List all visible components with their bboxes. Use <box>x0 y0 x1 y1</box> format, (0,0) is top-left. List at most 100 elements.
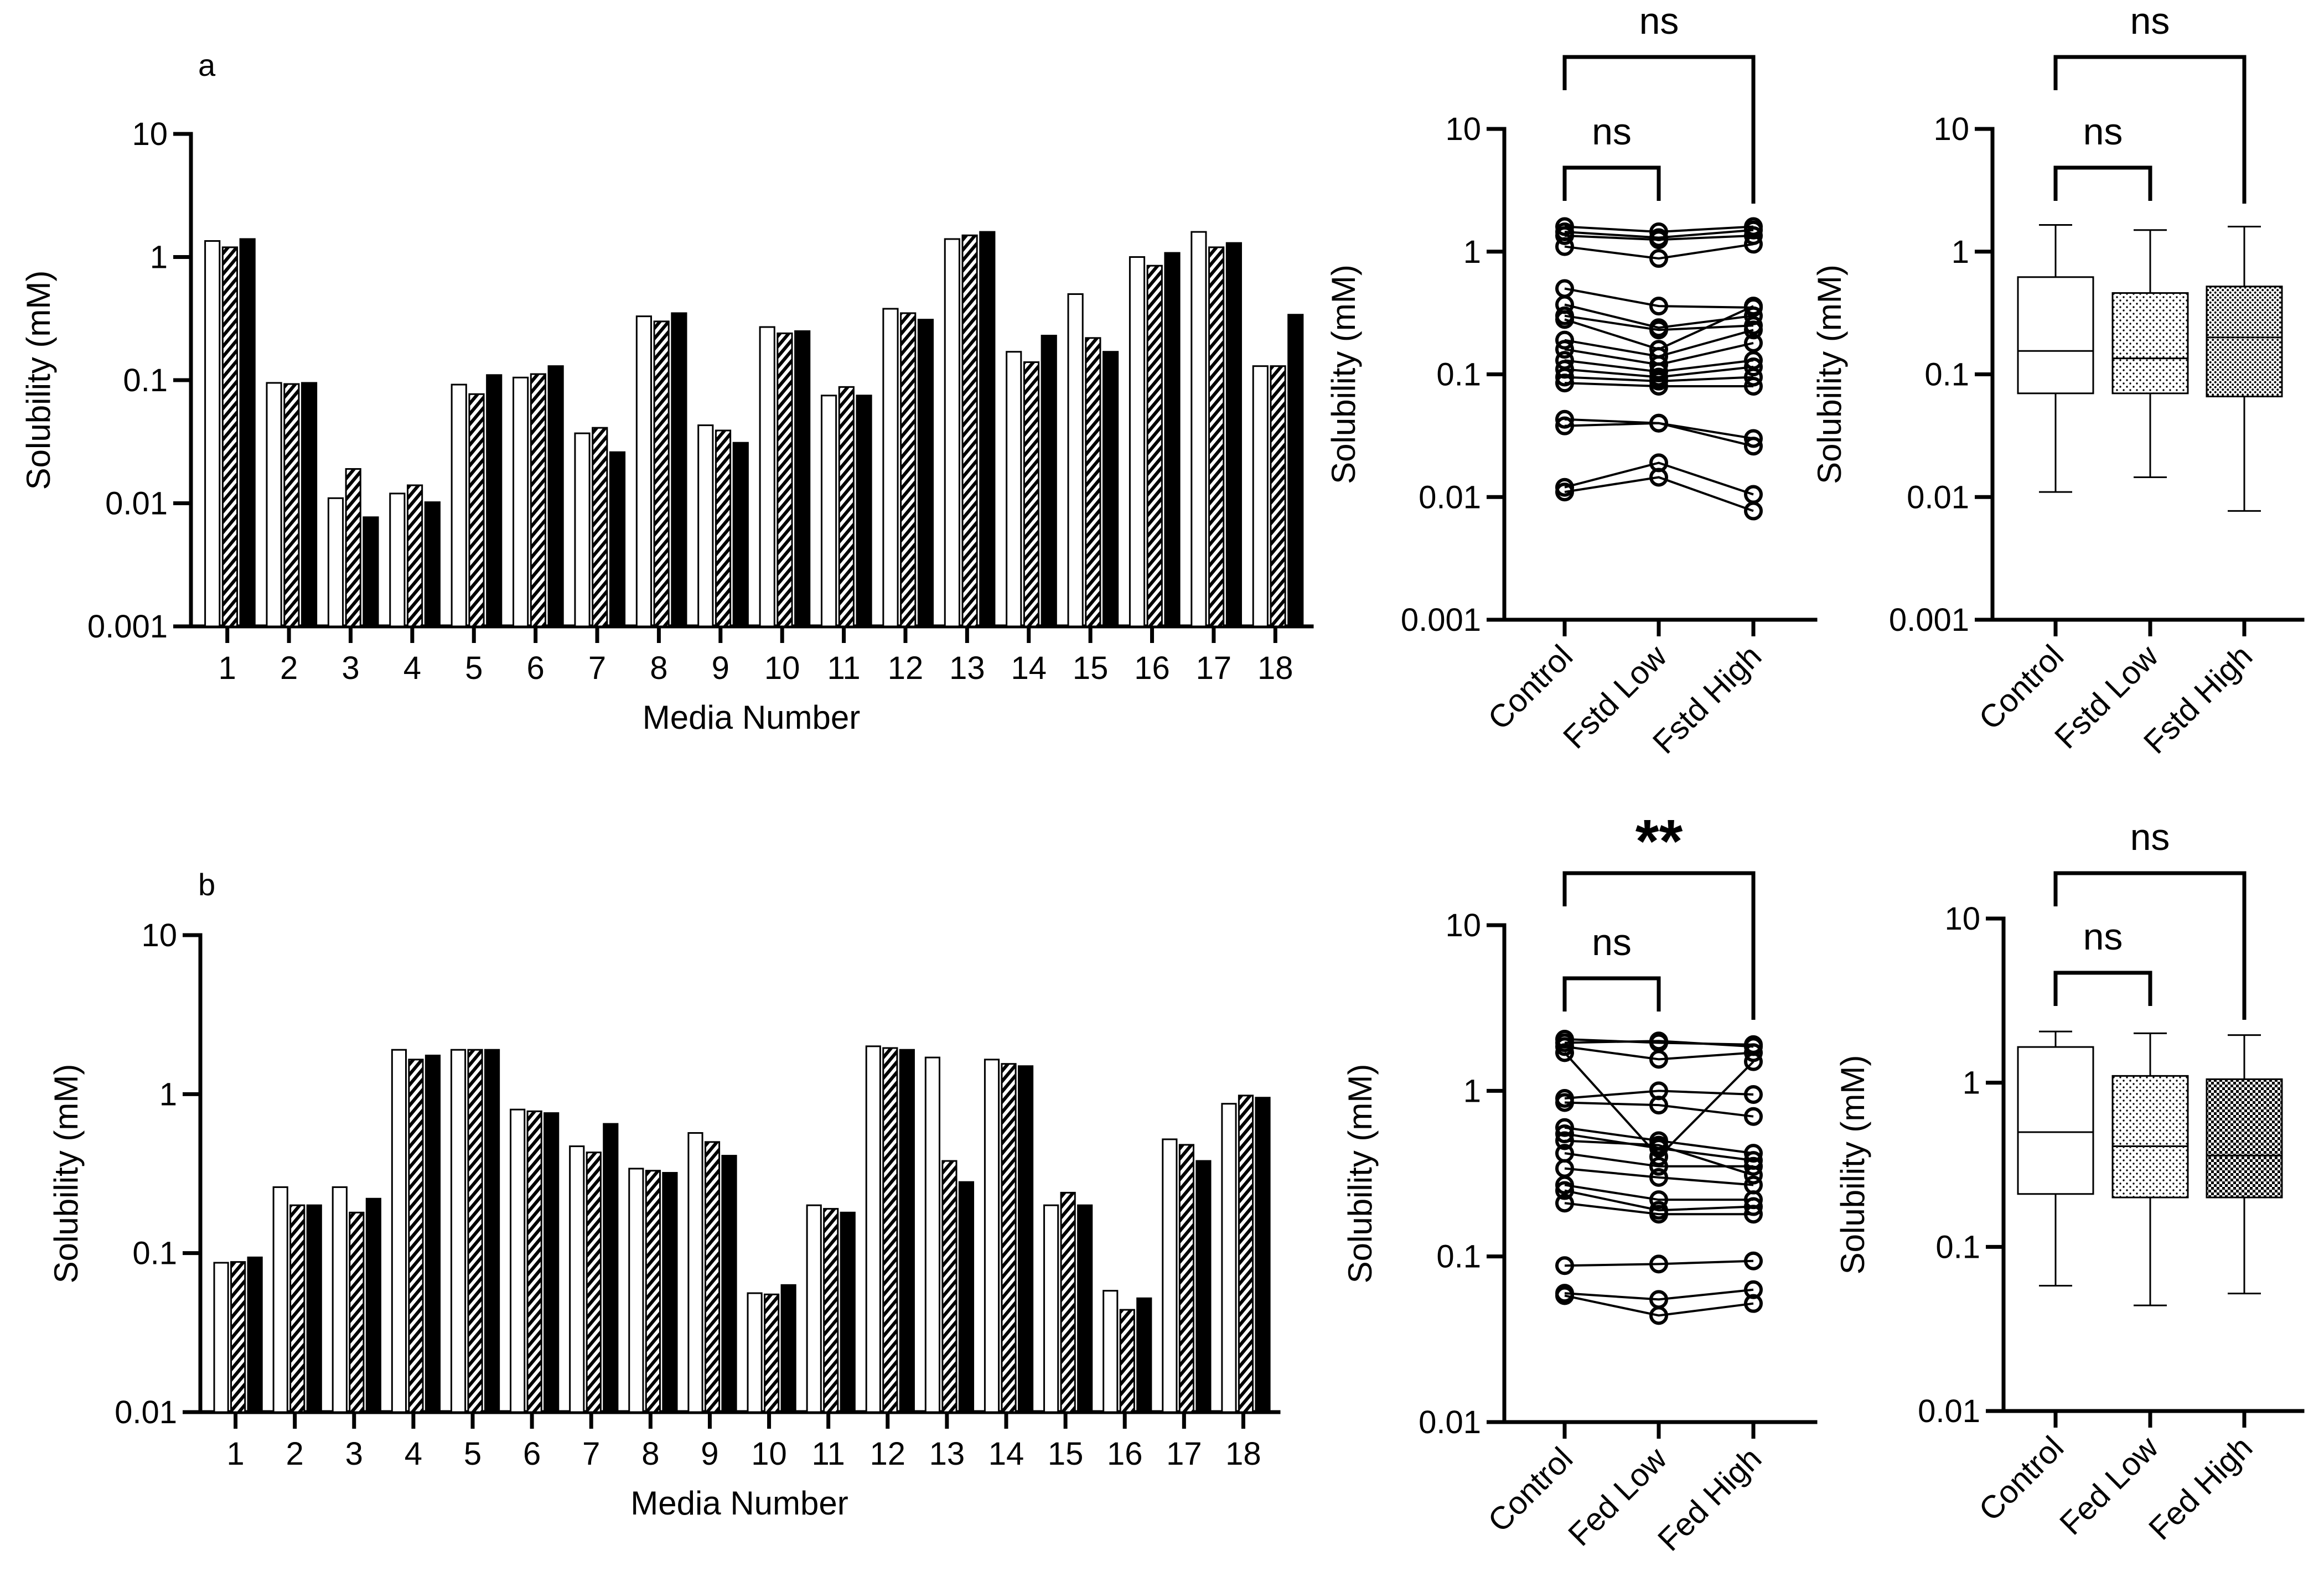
bar-solid <box>1017 1065 1034 1413</box>
data-point <box>1555 416 1574 435</box>
x-tick-label: 13 <box>929 1436 965 1472</box>
bar-solid <box>484 1049 500 1413</box>
bar-open <box>759 326 775 627</box>
y-tick-label: 1 <box>1463 1073 1481 1109</box>
bar-hatched <box>1060 1191 1076 1413</box>
x-axis-title: Media Number <box>630 1485 848 1522</box>
bar-solid <box>780 1284 796 1413</box>
bar-open <box>747 1292 763 1413</box>
data-point <box>1649 320 1668 340</box>
bar-solid <box>662 1172 678 1413</box>
data-point <box>1555 1093 1574 1112</box>
y-tick-label: 10 <box>1445 111 1481 147</box>
significance-bracket <box>2053 165 2152 201</box>
data-point <box>1744 1052 1763 1071</box>
paired-line <box>1564 1152 1753 1168</box>
bar-solid <box>979 231 996 627</box>
box-open <box>2017 1046 2094 1195</box>
x-tick-label: 1 <box>226 1436 244 1472</box>
box-checker <box>2206 1078 2283 1199</box>
x-tick-label: 5 <box>464 1436 482 1472</box>
data-point <box>1744 1251 1763 1270</box>
bar-open <box>574 432 591 627</box>
paired-line <box>1564 1167 1754 1186</box>
bar-open <box>1129 256 1146 627</box>
significance-label: ** <box>1635 807 1683 875</box>
x-tick-label: 9 <box>701 1436 718 1472</box>
bar-solid <box>1287 314 1304 627</box>
bar-open <box>327 497 344 627</box>
paired-line <box>1564 229 1754 239</box>
significance-label: ns <box>2130 0 2170 42</box>
data-point <box>1649 413 1668 433</box>
paired-line <box>1564 1202 1753 1216</box>
bar-open <box>450 1049 467 1413</box>
bar-open <box>806 1204 822 1413</box>
bar-hatched <box>283 383 300 627</box>
data-point <box>1555 330 1574 350</box>
bar-hatched <box>838 386 855 627</box>
data-point <box>1555 1037 1574 1056</box>
bar-hatched <box>764 1293 780 1413</box>
paired-line <box>1564 1288 1754 1301</box>
bar-hatched <box>1208 246 1225 627</box>
data-point <box>1555 310 1574 329</box>
y-tick-label: 1 <box>1952 234 1969 270</box>
data-point <box>1555 1043 1574 1062</box>
bar-hatched <box>530 373 546 627</box>
paired-line <box>1564 314 1754 331</box>
paired-line <box>1564 422 1754 448</box>
bar-solid <box>547 365 564 627</box>
paired-line <box>1564 1259 1754 1267</box>
y-tick-label: 10 <box>1933 111 1969 147</box>
bar-hatched <box>349 1211 365 1413</box>
data-point <box>1649 1156 1668 1176</box>
significance-bracket <box>2053 971 2152 1006</box>
bar-hatched <box>345 468 361 627</box>
data-point <box>1555 1194 1574 1213</box>
x-tick-label: 11 <box>812 1436 845 1472</box>
bar-open <box>865 1045 881 1413</box>
box-open <box>2017 276 2094 395</box>
data-point <box>1555 1181 1574 1200</box>
bar-hatched <box>1270 365 1286 627</box>
data-point <box>1744 235 1763 254</box>
data-point <box>1555 340 1574 359</box>
data-point <box>1555 1175 1574 1195</box>
paired-line <box>1564 1133 1754 1162</box>
x-tick-label: 14 <box>1011 650 1047 686</box>
bar-solid <box>671 312 687 627</box>
bar-solid <box>363 516 379 627</box>
data-point <box>1744 226 1763 245</box>
data-point <box>1744 429 1763 448</box>
bar-open <box>687 1132 703 1413</box>
bar-open <box>451 383 467 627</box>
bar-open <box>513 376 529 627</box>
data-point <box>1744 367 1763 387</box>
bar-hatched <box>230 1261 246 1413</box>
x-tick-label: 6 <box>523 1436 541 1472</box>
bar-hatched <box>882 1047 898 1413</box>
data-point <box>1744 1085 1763 1104</box>
y-tick-label: 10 <box>141 917 177 953</box>
bar-hatched <box>645 1170 661 1413</box>
x-tick-label: Fed High <box>1651 1440 1768 1558</box>
bar-open <box>569 1145 585 1413</box>
bar-hatched <box>467 1049 483 1413</box>
data-point <box>1555 483 1574 502</box>
paired-line <box>1564 461 1754 496</box>
x-tick-label: 12 <box>888 650 924 686</box>
significance-label: ns <box>2130 816 2170 858</box>
significance-bracket <box>1562 976 1661 1012</box>
bar-open <box>944 238 960 627</box>
bar-open <box>697 424 714 627</box>
paired-line <box>1564 359 1754 373</box>
x-tick-label: 13 <box>949 650 985 686</box>
bar-solid <box>1136 1297 1152 1413</box>
y-tick-label: 0.001 <box>1889 602 1969 638</box>
bar-solid <box>603 1123 619 1413</box>
